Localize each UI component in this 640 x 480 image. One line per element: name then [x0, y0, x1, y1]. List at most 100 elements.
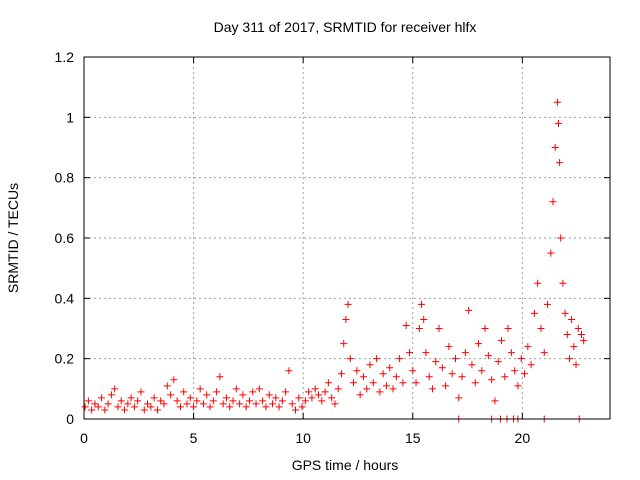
data-point	[117, 397, 125, 405]
data-point	[366, 361, 374, 369]
data-point	[255, 385, 263, 393]
data-point	[137, 388, 145, 396]
data-point	[389, 385, 397, 393]
data-point	[144, 400, 152, 408]
data-point	[298, 403, 306, 411]
x-tick-label: 20	[515, 430, 531, 446]
data-point	[153, 406, 161, 414]
data-point	[412, 379, 420, 387]
data-point	[124, 400, 132, 408]
data-point	[475, 340, 482, 348]
data-point	[504, 325, 512, 332]
data-point	[544, 300, 552, 308]
data-point	[405, 349, 413, 357]
data-point	[216, 373, 224, 381]
data-point	[193, 397, 201, 405]
chart-title: Day 311 of 2017, SRMTID for receiver hlf…	[214, 19, 477, 35]
y-tick-label: 0.2	[55, 351, 75, 367]
data-point	[275, 403, 283, 411]
data-point	[563, 331, 571, 339]
data-point	[173, 397, 181, 405]
data-point	[551, 144, 559, 151]
data-point	[373, 355, 381, 363]
data-point	[468, 361, 476, 369]
data-point	[359, 373, 367, 381]
data-point	[259, 397, 267, 405]
data-point	[91, 400, 99, 408]
data-point	[268, 400, 276, 408]
data-point	[344, 300, 352, 308]
data-point	[547, 249, 555, 257]
x-tick-label: 15	[405, 430, 421, 446]
data-point	[382, 382, 390, 390]
data-point	[428, 385, 436, 393]
data-point	[334, 385, 342, 393]
data-point	[511, 367, 519, 375]
data-point	[557, 234, 565, 242]
data-point	[190, 403, 198, 411]
data-point	[265, 391, 273, 399]
x-tick-label: 5	[190, 430, 198, 446]
data-point	[565, 355, 573, 363]
data-point	[399, 379, 407, 387]
data-point	[236, 400, 244, 408]
data-point	[219, 400, 227, 408]
data-point	[540, 349, 548, 357]
data-point	[448, 370, 456, 378]
data-point	[350, 379, 358, 387]
data-point	[282, 388, 290, 396]
y-tick-label: 1	[66, 109, 74, 125]
data-point	[196, 385, 204, 393]
data-point	[301, 397, 309, 405]
data-point	[140, 406, 148, 414]
data-point	[206, 403, 214, 411]
data-point	[578, 331, 586, 339]
data-point	[461, 349, 469, 357]
data-point	[107, 391, 115, 399]
data-point	[451, 355, 459, 363]
data-point	[111, 385, 119, 393]
data-point	[553, 98, 561, 106]
data-point	[507, 349, 515, 357]
data-point	[409, 367, 417, 375]
data-point	[438, 364, 446, 372]
data-point	[328, 394, 336, 402]
data-point	[363, 385, 371, 393]
data-point	[321, 388, 329, 396]
data-point	[331, 400, 339, 408]
data-point	[176, 403, 184, 411]
data-point	[104, 400, 112, 408]
data-point	[556, 159, 564, 167]
data-point	[98, 394, 106, 402]
y-tick-label: 0.8	[55, 170, 75, 186]
data-point	[94, 403, 102, 411]
data-point	[295, 394, 303, 402]
data-point	[484, 352, 492, 360]
data-point	[396, 355, 404, 363]
data-point	[527, 361, 535, 369]
data-point	[213, 388, 221, 396]
data-points	[81, 98, 588, 423]
x-axis-label: GPS time / hours	[292, 457, 399, 473]
data-point	[376, 388, 384, 396]
data-point	[572, 361, 580, 369]
data-point	[288, 400, 296, 408]
data-point	[561, 309, 569, 317]
y-axis-label: SRMTID / TECUs	[5, 183, 21, 293]
data-point	[88, 406, 96, 414]
data-point	[222, 394, 230, 402]
data-point	[570, 343, 578, 351]
data-point	[402, 321, 410, 329]
data-point	[353, 367, 361, 375]
data-point	[524, 343, 532, 351]
data-point	[183, 400, 191, 408]
data-point	[170, 376, 178, 384]
data-point	[121, 406, 129, 414]
data-point	[379, 370, 387, 378]
data-point	[285, 367, 293, 375]
data-point	[488, 376, 496, 384]
y-tick-label: 0.4	[55, 290, 75, 306]
data-point	[315, 391, 323, 399]
data-point	[537, 325, 545, 332]
data-point	[435, 325, 443, 332]
